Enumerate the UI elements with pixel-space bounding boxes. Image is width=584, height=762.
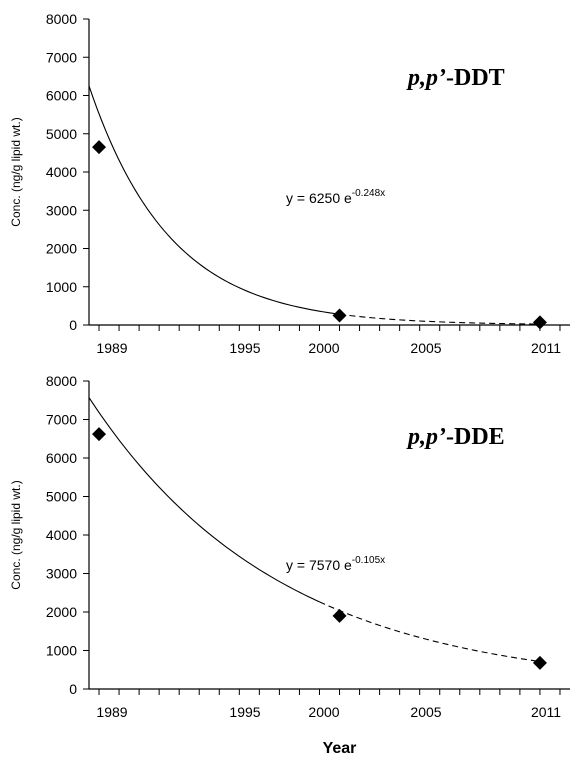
regression-equation: y = 6250 e-0.248x: [286, 188, 385, 206]
x-axis-label: Year: [323, 740, 357, 757]
equation-base: y = 6250 e: [286, 190, 352, 206]
chart-title-compound: p,p’: [406, 65, 446, 91]
y-tick-label: 4000: [46, 164, 77, 180]
y-tick-label: 0: [69, 317, 77, 333]
x-tick-label: 2000: [308, 340, 339, 356]
ddt-panel: 0 1000 2000 3000 4000 5000 6000 7000 8000 1989 199…: [9, 11, 570, 356]
x-tick-label: 2000: [308, 704, 339, 720]
x-tick-label: 1995: [229, 340, 260, 356]
y-axis-label: Conc. (ng/g lipid wt.): [9, 117, 23, 226]
dde-panel: 0 1000 2000 3000 4000 5000 6000 7000 8000 1989 199…: [9, 373, 570, 757]
equation-exponent: -0.248x: [352, 188, 385, 199]
y-tick-label: 1000: [46, 279, 77, 295]
y-tick-label: 4000: [46, 527, 77, 543]
y-tick-label: 3000: [46, 566, 77, 582]
y-tick-label: 8000: [46, 373, 77, 389]
chart-title: p,p’-DDE: [406, 424, 505, 450]
chart-title-ddt: -DDT: [446, 65, 505, 91]
y-tick-label: 5000: [46, 489, 77, 505]
fit-curve-dashed: [319, 601, 541, 663]
chart-title-dde: -DDE: [446, 424, 505, 450]
y-tick-label: 5000: [46, 126, 77, 142]
y-tick-label: 0: [69, 681, 77, 697]
y-tick-label: 6000: [46, 88, 77, 104]
data-point-marker: [332, 308, 347, 323]
y-tick-label: 3000: [46, 202, 77, 218]
x-tick-label: 1989: [96, 704, 127, 720]
chart-title: p,p’-DDT: [406, 65, 505, 91]
fit-curve-solid: [88, 85, 340, 315]
regression-equation: y = 7570 e-0.105x: [286, 555, 385, 573]
data-point-marker: [92, 427, 107, 442]
x-tick-label: 1995: [229, 704, 260, 720]
x-tick-label: 2005: [410, 340, 441, 356]
x-tick-label: 2011: [531, 340, 561, 356]
chart-title-compound: p,p’: [406, 424, 446, 450]
fit-curve-dashed: [339, 313, 540, 325]
data-point-marker: [532, 655, 547, 670]
y-tick-label: 2000: [46, 241, 77, 257]
equation-base: y = 7570 e: [286, 557, 352, 573]
x-tick-label: 1989: [96, 340, 127, 356]
fit-curve-solid: [88, 397, 320, 603]
x-tick-label: 2005: [410, 704, 441, 720]
y-tick-label: 7000: [46, 49, 77, 65]
y-tick-label: 2000: [46, 604, 77, 620]
data-point-marker: [332, 608, 347, 623]
y-tick-label: 7000: [46, 412, 77, 428]
y-tick-label: 8000: [46, 11, 77, 27]
y-tick-label: 1000: [46, 643, 77, 659]
y-axis-label: Conc. (ng/g lipid wt.): [9, 480, 23, 589]
data-point-marker: [92, 140, 107, 155]
y-tick-label: 6000: [46, 450, 77, 466]
data-point-marker: [532, 315, 547, 330]
x-tick-label: 2011: [531, 704, 561, 720]
equation-exponent: -0.105x: [352, 555, 385, 566]
